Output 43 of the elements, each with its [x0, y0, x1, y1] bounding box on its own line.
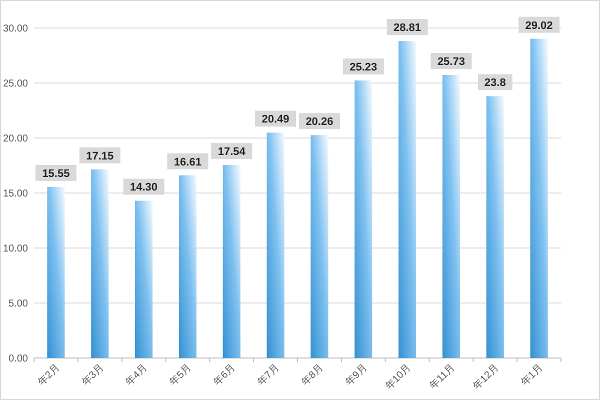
data-label: 25.23 — [350, 61, 378, 74]
y-tick-label: 30.00 — [2, 24, 28, 34]
x-tick-label: 年5月 — [167, 362, 194, 388]
data-label: 14.30 — [130, 182, 158, 194]
data-label: 15.55 — [42, 168, 70, 180]
y-tick-label: 20.00 — [2, 134, 28, 144]
x-tick-label: 年9月 — [342, 362, 370, 388]
x-tick-label: 年10月 — [382, 362, 414, 392]
bar — [222, 165, 240, 358]
bar — [91, 169, 109, 358]
bar — [486, 96, 504, 358]
data-label: 29.02 — [525, 20, 553, 32]
data-label: 17.15 — [86, 150, 114, 162]
data-label: 20.49 — [262, 114, 290, 126]
y-tick-label: 0.00 — [8, 354, 28, 364]
x-tick-label: 年3月 — [79, 362, 106, 388]
x-tick-label: 年12月 — [470, 362, 502, 392]
y-tick-label: 15.00 — [2, 188, 28, 200]
bar — [530, 38, 548, 358]
bar — [178, 175, 196, 358]
y-tick-label: 5.00 — [8, 298, 28, 310]
x-tick-label: 年4月 — [123, 362, 150, 388]
bar — [398, 41, 416, 358]
bar — [135, 200, 153, 358]
bar — [442, 74, 460, 358]
x-tick-label: 年1月 — [518, 362, 546, 388]
bar — [310, 135, 328, 358]
x-tick-label: 年7月 — [255, 362, 282, 388]
data-label: 17.54 — [218, 146, 246, 158]
data-label: 25.73 — [437, 56, 465, 68]
x-tick-label: 年11月 — [427, 362, 458, 392]
y-tick-label: 25.00 — [2, 78, 28, 90]
bar — [266, 132, 284, 358]
data-label: 16.61 — [174, 156, 202, 168]
x-tick-label: 年2月 — [36, 362, 62, 388]
y-tick-label: 10.00 — [2, 244, 28, 254]
data-label: 28.81 — [394, 22, 422, 34]
x-tick-label: 年6月 — [211, 362, 238, 388]
x-tick-label: 年8月 — [299, 362, 326, 388]
bar — [354, 80, 372, 358]
data-label: 20.26 — [306, 116, 334, 128]
bar — [47, 186, 65, 358]
data-label: 23.8 — [484, 77, 506, 90]
